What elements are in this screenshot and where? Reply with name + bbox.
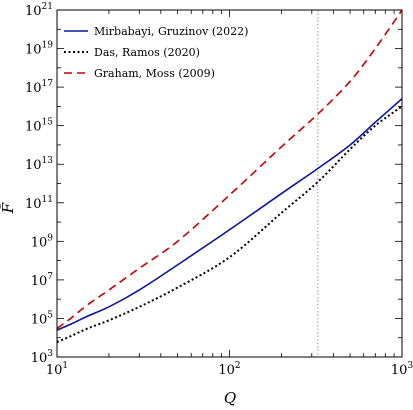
x-axis-label: Q [224, 389, 236, 407]
axes: 101 102 103 103 105 107 109 1011 1013 1015 1017 101… [25, 2, 413, 378]
y-tick-label: 1013 [25, 156, 53, 173]
plot-background [57, 10, 402, 357]
series-line-2 [57, 105, 402, 343]
y-tick-label: 1019 [25, 41, 53, 58]
series-line-1 [57, 98, 402, 331]
x-tick-label: 102 [218, 361, 240, 378]
y-tick-label: 103 [31, 349, 54, 366]
y-tick-label: 1015 [25, 118, 53, 135]
legend-label-3: Graham, Moss (2009) [94, 67, 215, 80]
y-tick-label: 1021 [25, 2, 53, 19]
legend-label-2: Das, Ramos (2020) [94, 46, 200, 59]
legend: Mirbabayi, Gruzinov (2022) Das, Ramos (20… [64, 25, 248, 80]
x-tick-label: 103 [391, 361, 413, 378]
y-axis-label: F̄ [0, 202, 17, 214]
y-tick-label: 1017 [25, 79, 53, 96]
y-tick-label: 1011 [25, 195, 53, 212]
y-tick-label: 109 [31, 233, 54, 250]
x-tick-label: 101 [46, 361, 68, 378]
legend-label-1: Mirbabayi, Gruzinov (2022) [94, 25, 248, 38]
y-tick-label: 105 [31, 310, 54, 327]
y-tick-label: 107 [31, 272, 54, 289]
plot-area [57, 10, 402, 357]
series-line-3 [57, 10, 402, 330]
